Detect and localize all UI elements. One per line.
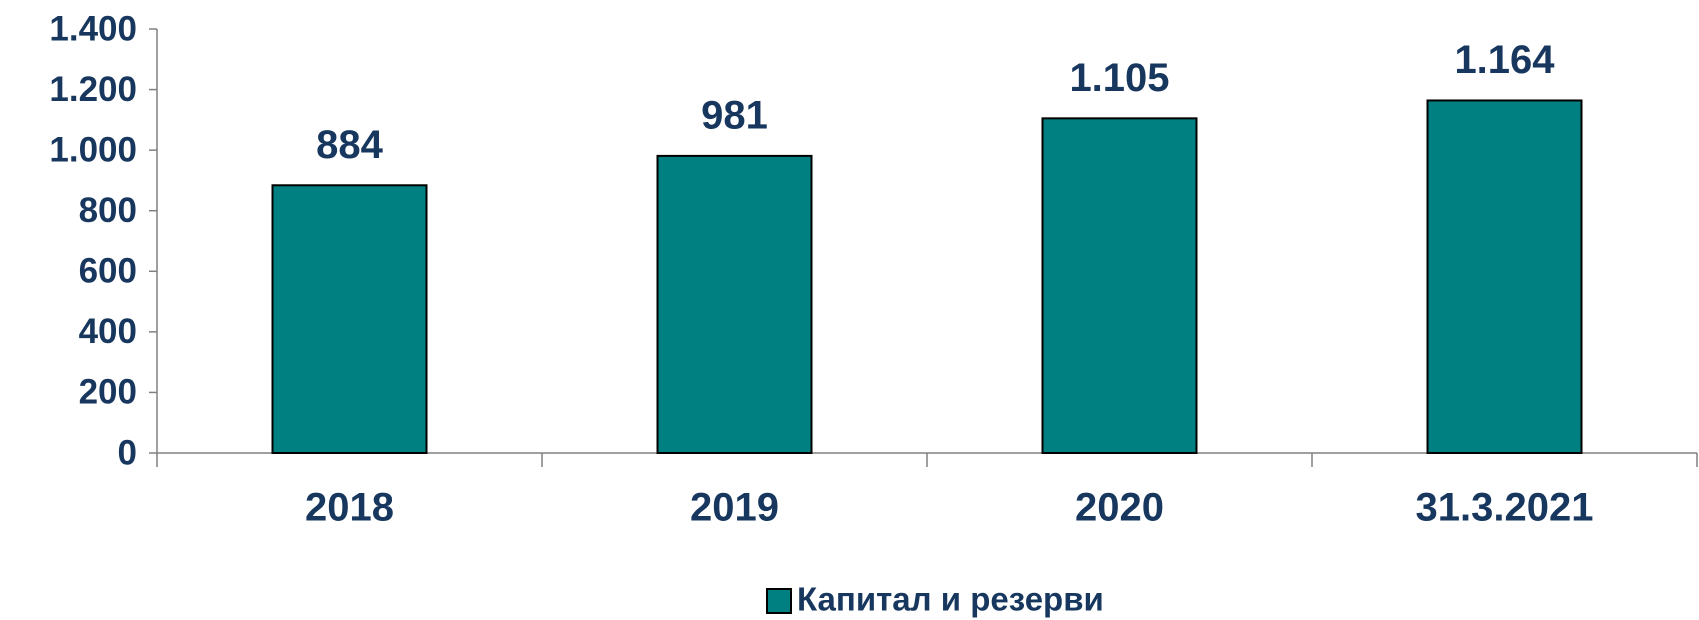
legend-label: Капитал и резерви [797,581,1104,618]
value-label: 981 [701,93,768,137]
bar [271,184,428,454]
legend-swatch [766,588,792,614]
y-tick-label: 0 [118,433,137,472]
y-tick-label: 600 [79,252,137,291]
y-tick-label: 1.000 [49,130,137,169]
value-label: 1.105 [1069,56,1169,100]
x-tick-label: 2020 [1075,486,1164,530]
value-label: 1.164 [1454,38,1555,82]
bar [656,154,813,454]
y-tick-label: 200 [79,373,137,412]
value-label: 884 [316,123,383,167]
bar [1426,99,1583,455]
y-tick-label: 1.400 [49,9,137,48]
y-tick-label: 400 [79,312,137,351]
x-tick-label: 31.3.2021 [1416,486,1594,530]
bar [1041,117,1198,454]
y-tick-label: 800 [79,191,137,230]
x-tick-label: 2019 [690,486,779,530]
x-tick-label: 2018 [305,486,394,530]
y-tick-label: 1.200 [49,70,137,109]
